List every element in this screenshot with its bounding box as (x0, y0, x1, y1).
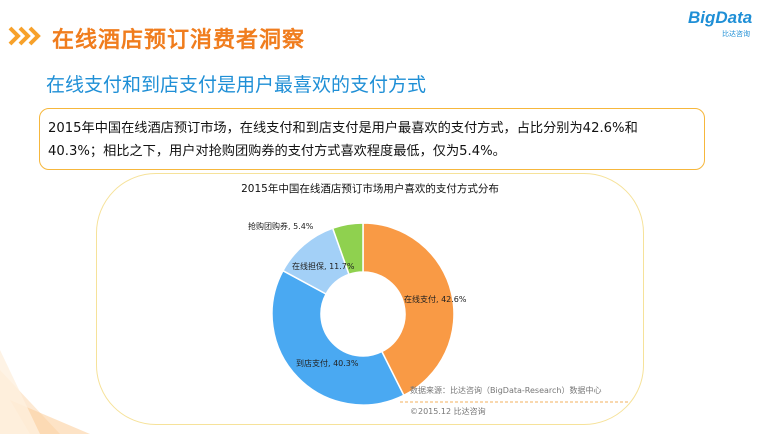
slice-label-3: 在线担保, 11.7% (292, 261, 355, 271)
logo-subtext: 比达咨询 (722, 30, 750, 38)
donut-slice-4 (331, 222, 364, 276)
chevron-double-icon (8, 26, 41, 46)
chart-title: 2015年中国在线酒店预订市场用户喜欢的支付方式分布 (241, 182, 499, 195)
decorative-corner-shape (0, 350, 90, 434)
donut-slice-2 (271, 269, 405, 406)
section-subtitle: 在线支付和到店支付是用户最喜欢的支付方式 (46, 74, 427, 96)
donut-slice-1 (362, 222, 455, 397)
slice-label-4: 抢购团购券, 5.4% (248, 221, 314, 231)
summary-line-1: 2015年中国在线酒店预订市场，在线支付和到店支付是用户最喜欢的支付方式，占比分… (48, 121, 638, 136)
logo-text: BigData (688, 8, 753, 27)
chart-frame (96, 173, 644, 425)
bigdata-logo: BigData 比达咨询 (688, 8, 762, 42)
slice-label-1: 在线支付, 42.6% (404, 294, 467, 304)
source-note: 数据来源：比达咨询（BigData-Research）数据中心 (410, 385, 601, 395)
summary-box: 2015年中国在线酒店预订市场，在线支付和到店支付是用户最喜欢的支付方式，占比分… (39, 108, 705, 170)
slice-label-2: 到店支付, 40.3% (296, 358, 359, 368)
summary-line-2: 40.3%；相比之下，用户对抢购团购券的支付方式喜欢程度最低，仅为5.4%。 (48, 144, 506, 159)
copyright-note: ©2015.12 比达咨询 (410, 406, 486, 416)
page-title: 在线酒店预订消费者洞察 (52, 28, 306, 53)
